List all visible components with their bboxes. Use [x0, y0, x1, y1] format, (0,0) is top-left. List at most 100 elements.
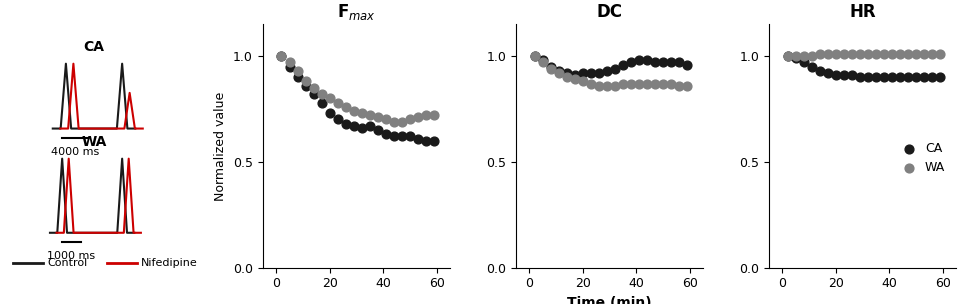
Point	[655, 60, 670, 65]
WA	[780, 54, 795, 58]
Point	[671, 83, 687, 88]
WA	[820, 51, 836, 56]
CA	[917, 75, 932, 80]
Point	[583, 71, 599, 75]
Point	[394, 119, 410, 124]
Text: WA: WA	[81, 135, 106, 149]
Point	[379, 117, 394, 122]
Point	[639, 81, 655, 86]
CA	[780, 54, 795, 58]
Title: DC: DC	[597, 3, 622, 21]
Text: 1000 ms: 1000 ms	[47, 251, 96, 261]
CA	[804, 64, 819, 69]
Point	[567, 73, 582, 78]
Point	[551, 68, 566, 73]
Point	[370, 115, 385, 120]
WA	[884, 51, 899, 56]
WA	[876, 51, 892, 56]
Point	[290, 75, 305, 80]
CA	[932, 75, 948, 80]
Title: $\mathbf{F}_{max}$: $\mathbf{F}_{max}$	[337, 2, 376, 22]
Point	[535, 58, 551, 63]
Point	[543, 64, 558, 69]
Point	[402, 117, 417, 122]
Point	[575, 71, 590, 75]
Point	[599, 83, 614, 88]
CA	[924, 75, 940, 80]
CA	[852, 75, 867, 80]
Point	[306, 85, 322, 90]
Point	[575, 79, 590, 84]
Point	[314, 92, 329, 97]
Point	[608, 83, 623, 88]
Point	[394, 134, 410, 139]
CA	[796, 60, 811, 65]
WA	[900, 51, 916, 56]
CA	[884, 75, 899, 80]
CA	[820, 71, 836, 75]
CA	[837, 73, 852, 78]
Point	[647, 81, 663, 86]
Y-axis label: Normalized value: Normalized value	[214, 91, 227, 201]
WA	[917, 51, 932, 56]
CA	[900, 75, 916, 80]
WA	[932, 51, 948, 56]
CA	[812, 68, 828, 73]
Text: Nifedipine: Nifedipine	[141, 258, 198, 268]
Point	[290, 68, 305, 73]
CA	[876, 75, 892, 80]
WA	[828, 51, 843, 56]
Point	[559, 71, 575, 75]
Point	[418, 138, 434, 143]
WA	[861, 51, 876, 56]
X-axis label: Time (min): Time (min)	[567, 296, 652, 304]
Point	[599, 68, 614, 73]
Point	[298, 79, 313, 84]
Point	[355, 126, 370, 130]
Point	[355, 111, 370, 116]
WA	[804, 54, 819, 58]
Point	[426, 113, 441, 118]
Text: CA: CA	[83, 40, 104, 54]
Point	[631, 58, 646, 63]
Point	[623, 81, 639, 86]
CA	[893, 75, 908, 80]
Point	[655, 81, 670, 86]
Point	[559, 75, 575, 80]
CA	[908, 75, 923, 80]
Point	[411, 115, 426, 120]
Point	[623, 60, 639, 65]
Point	[346, 109, 361, 113]
Point	[379, 132, 394, 137]
Point	[282, 64, 298, 69]
WA	[796, 54, 811, 58]
CA	[861, 75, 876, 80]
Point	[402, 134, 417, 139]
Legend: CA, WA: CA, WA	[891, 137, 951, 179]
Point	[526, 54, 542, 58]
Point	[298, 83, 313, 88]
Point	[386, 119, 402, 124]
Point	[615, 81, 631, 86]
Point	[535, 60, 551, 65]
Point	[543, 66, 558, 71]
Point	[330, 117, 346, 122]
Point	[362, 123, 378, 128]
Point	[679, 83, 695, 88]
CA	[788, 56, 804, 60]
Point	[273, 54, 289, 58]
Point	[338, 104, 354, 109]
Point	[418, 113, 434, 118]
WA	[908, 51, 923, 56]
Point	[679, 62, 695, 67]
CA	[828, 73, 843, 78]
Point	[338, 121, 354, 126]
Point	[671, 60, 687, 65]
Point	[282, 60, 298, 65]
WA	[852, 51, 867, 56]
Point	[591, 71, 607, 75]
Point	[526, 54, 542, 58]
Point	[583, 81, 599, 86]
Title: HR: HR	[849, 3, 876, 21]
Point	[591, 83, 607, 88]
